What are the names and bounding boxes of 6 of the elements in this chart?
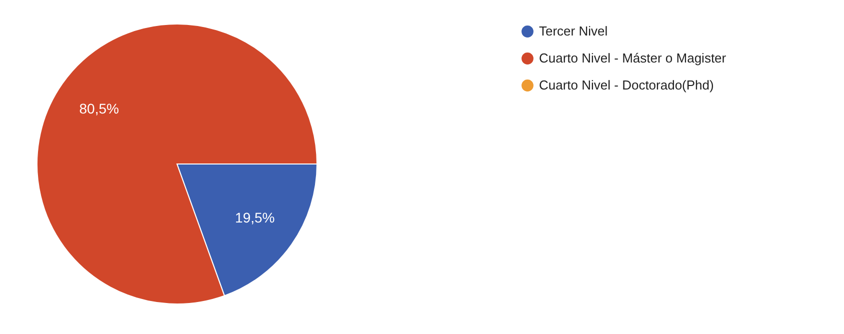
legend-label: Cuarto Nivel - Máster o Magister bbox=[539, 50, 727, 66]
pie-slice bbox=[36, 24, 318, 304]
legend-label: Cuarto Nivel - Doctorado(Phd) bbox=[539, 78, 714, 92]
legend-label: Tercer Nivel bbox=[539, 24, 608, 38]
data-label: 80,5% bbox=[79, 100, 119, 116]
data-label: 19,5% bbox=[235, 210, 275, 226]
